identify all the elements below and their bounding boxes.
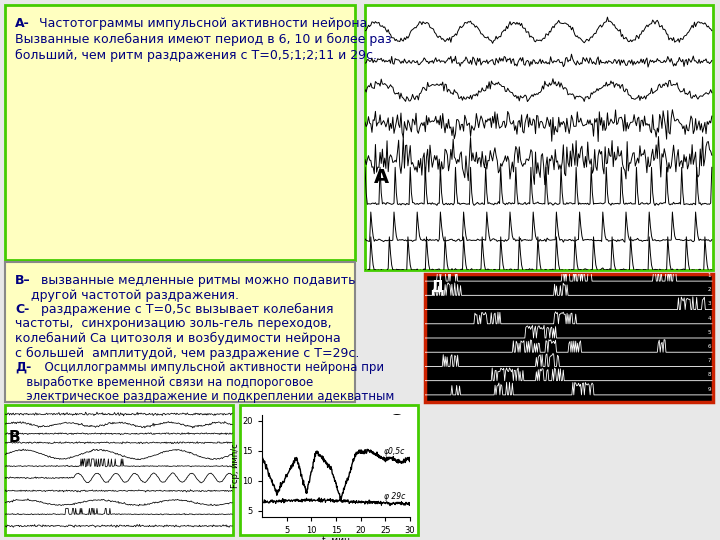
Text: колебаний Са цитозоля и возбудимости нейрона: колебаний Са цитозоля и возбудимости ней…	[15, 332, 341, 345]
Bar	[5, 405, 233, 535]
Text: А: А	[374, 168, 390, 187]
Text: другой частотой раздражения.: другой частотой раздражения.	[15, 288, 239, 301]
Text: φ 29c: φ 29c	[384, 492, 405, 501]
Text: Частотограммы импульсной активности нейрона.: Частотограммы импульсной активности нейр…	[35, 17, 372, 30]
Text: вызванные медленные ритмы можно подавить: вызванные медленные ритмы можно подавить	[37, 274, 356, 287]
Y-axis label: Fср, имп/с: Fср, имп/с	[230, 444, 240, 488]
Text: Д-: Д-	[15, 361, 31, 374]
Bar	[5, 262, 355, 402]
Text: 4: 4	[708, 315, 711, 321]
Text: 3: 3	[708, 301, 711, 306]
Text: 1: 1	[708, 273, 711, 278]
Text: Д: Д	[430, 280, 444, 295]
Bar	[240, 405, 418, 535]
Text: 9: 9	[708, 387, 711, 392]
Text: В: В	[9, 430, 20, 445]
Bar	[425, 274, 713, 402]
Bar	[365, 5, 713, 270]
Text: С-: С-	[15, 303, 30, 316]
X-axis label: t, мин: t, мин	[322, 536, 350, 540]
Text: С: С	[388, 413, 401, 431]
Text: 6: 6	[708, 344, 711, 349]
Text: 8: 8	[708, 373, 711, 377]
Bar	[5, 5, 355, 260]
Text: электрическое раздражение и подкреплении адекватным: электрическое раздражение и подкреплении…	[15, 390, 395, 403]
Text: 7: 7	[708, 358, 711, 363]
Text: 5: 5	[708, 330, 711, 335]
Text: 2: 2	[708, 287, 711, 292]
Text: раздражение с Т=0,5с вызывает колебания: раздражение с Т=0,5с вызывает колебания	[37, 303, 333, 316]
Text: частоты,  синхронизацию золь-гель переходов,: частоты, синхронизацию золь-гель переход…	[15, 318, 332, 330]
Text: с большей  амплитудой, чем раздражение с Т=29с.: с большей амплитудой, чем раздражение с …	[15, 347, 359, 360]
Text: Осциллограммы импульсной активности нейрона при: Осциллограммы импульсной активности нейр…	[37, 361, 384, 374]
Text: выработке временной связи на подпороговое: выработке временной связи на подпорогово…	[15, 375, 313, 389]
Text: Вызванные колебания имеют период в 6, 10 и более раз: Вызванные колебания имеют период в 6, 10…	[15, 33, 392, 46]
Text: механическим раздражением: механическим раздражением	[15, 404, 214, 417]
Text: φ0,5c: φ0,5c	[384, 447, 405, 456]
Text: А-: А-	[15, 17, 30, 30]
Text: В–: В–	[15, 274, 31, 287]
Text: больший, чем ритм раздражения с Т=0,5;1;2;11 и 29с.: больший, чем ритм раздражения с Т=0,5;1;…	[15, 49, 377, 62]
